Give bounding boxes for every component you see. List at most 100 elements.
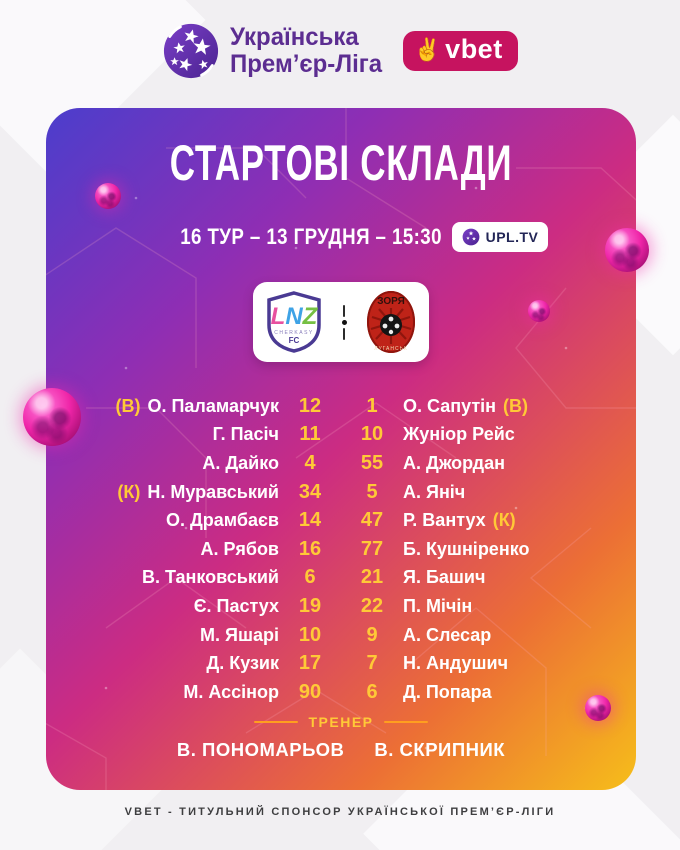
upltv-ball-icon: [462, 228, 479, 246]
away-player-name-text: Д. Попара: [403, 681, 492, 702]
home-player-number: 90: [298, 680, 322, 703]
player-row: М. Ассінор 90 6 Д. Попара: [46, 678, 636, 707]
home-player-name: (К) Н. Муравський: [46, 482, 279, 503]
away-player-number: 77: [360, 537, 384, 560]
away-coach-name: В. СКРИПНИК: [374, 738, 506, 760]
coach-dash-left: [254, 720, 299, 723]
away-player-number: 9: [366, 623, 378, 646]
home-player-name-text: О. Драмбаєв: [165, 510, 279, 531]
home-player-name-text: А. Дайко: [202, 452, 279, 473]
soccer-ball-decoration: [528, 300, 550, 322]
coach-dash-right: [383, 720, 428, 723]
home-player-name: М. Ассінор: [46, 682, 279, 703]
soccer-ball-decoration: [605, 228, 649, 272]
player-row: В. Танковський 6 21 Я. Башич: [46, 564, 636, 593]
away-player-name-text: А. Джордан: [403, 452, 505, 473]
home-player-name-text: М. Яшарі: [200, 624, 279, 645]
match-info-row: 16 ТУР – 13 ГРУДНЯ – 15:30 UPL.TV: [46, 222, 636, 252]
home-player-number: 19: [298, 594, 322, 617]
player-row: А. Рябов 16 77 Б. Кушніренко: [46, 535, 636, 564]
away-player-name: Р. Вантух (К): [403, 510, 636, 531]
away-player-name: П. Мічін: [403, 596, 636, 617]
vbet-logo-text: vbet: [445, 34, 503, 64]
player-row: О. Драмбаєв 14 47 Р. Вантух (К): [46, 506, 636, 535]
home-player-name: В. Танковський: [46, 567, 279, 588]
away-player-number: 21: [360, 566, 384, 589]
away-player-name: Жуніор Рейс: [403, 424, 636, 445]
victory-hand-icon: ✌: [413, 36, 442, 62]
away-player-name-text: А. Яніч: [403, 481, 466, 502]
home-player-name-text: О. Паламарчук: [147, 395, 279, 416]
home-player-name: (В) О. Паламарчук: [46, 396, 279, 417]
away-player-name-text: Жуніор Рейс: [403, 424, 515, 445]
home-player-name-text: В. Танковський: [141, 567, 279, 588]
match-info: 16 ТУР – 13 ГРУДНЯ – 15:30: [179, 224, 442, 249]
away-player-number: 1: [366, 394, 378, 417]
away-player-name-text: Я. Башич: [403, 567, 486, 588]
coach-label-row: ТРЕНЕР: [46, 714, 636, 730]
home-player-name-text: М. Ассінор: [183, 681, 279, 702]
away-player-number: 5: [366, 480, 378, 503]
home-team-logo: LNZ CHERKASY FC: [267, 291, 321, 353]
home-player-role-tag: (В): [115, 395, 141, 416]
league-name: Українська Прем’єр-Ліга: [230, 22, 383, 79]
away-team-logo: ЗОРЯ ЛУГАНСЬК: [367, 291, 415, 353]
away-player-number: 7: [366, 652, 378, 675]
away-player-name-text: Р. Вантух: [403, 510, 486, 531]
player-row: (К) Н. Муравський 34 5 А. Яніч: [46, 478, 636, 507]
away-player-name: Н. Андушич: [403, 653, 636, 674]
away-player-name: Я. Башич: [403, 567, 636, 588]
home-player-name-text: Н. Муравський: [147, 481, 279, 502]
player-row: Г. Пасіч 11 10 Жуніор Рейс: [46, 421, 636, 450]
coach-label: ТРЕНЕР: [308, 713, 374, 730]
home-player-number: 4: [304, 451, 316, 474]
home-player-number: 34: [298, 480, 322, 503]
player-row: (В) О. Паламарчук 12 1 О. Сапутін (В): [46, 392, 636, 421]
home-player-number: 12: [298, 394, 322, 417]
home-player-name: А. Рябов: [46, 539, 279, 560]
home-player-name-text: А. Рябов: [200, 538, 279, 559]
lineups-card: СТАРТОВІ СКЛАДИ 16 ТУР – 13 ГРУДНЯ – 15:…: [46, 108, 636, 790]
away-player-number: 10: [360, 423, 384, 446]
away-player-role-tag: (В): [503, 395, 529, 416]
player-row: М. Яшарі 10 9 А. Слесар: [46, 621, 636, 650]
away-player-name-text: П. Мічін: [403, 595, 473, 616]
home-player-name: Є. Пастух: [46, 596, 279, 617]
home-player-role-tag: (К): [117, 481, 141, 502]
home-player-name: Г. Пасіч: [46, 424, 279, 445]
svg-text:ЛУГАНСЬК: ЛУГАНСЬК: [374, 346, 408, 352]
svg-text:CHERKASY: CHERKASY: [274, 330, 314, 336]
away-player-name: О. Сапутін (В): [403, 396, 636, 417]
broadcaster-badge: UPL.TV: [451, 222, 549, 252]
home-player-name: О. Драмбаєв: [46, 510, 279, 531]
away-player-name-text: А. Слесар: [403, 624, 492, 645]
away-player-number: 6: [366, 680, 378, 703]
player-row: Є. Пастух 19 22 П. Мічін: [46, 592, 636, 621]
svg-text:FC: FC: [289, 336, 300, 345]
league-name-line2: Прем’єр-Ліга: [230, 50, 383, 78]
home-player-number: 6: [304, 566, 316, 589]
away-player-name-text: Б. Кушніренко: [403, 538, 530, 559]
home-player-number: 16: [298, 537, 322, 560]
away-player-name: Б. Кушніренко: [403, 539, 636, 560]
vs-divider: [341, 304, 347, 340]
away-player-name: А. Слесар: [403, 625, 636, 646]
away-player-role-tag: (К): [492, 510, 516, 531]
away-player-name: Д. Попара: [403, 682, 636, 703]
home-player-number: 17: [298, 652, 322, 675]
home-player-name-text: Г. Пасіч: [212, 424, 279, 445]
away-player-name-text: Н. Андушич: [403, 653, 509, 674]
home-player-number: 10: [298, 623, 322, 646]
sponsor-footer-text: VBET - ТИТУЛЬНИЙ СПОНСОР УКРАЇНСЬКОЇ ПРЕ…: [124, 806, 556, 818]
player-row: А. Дайко 4 55 А. Джордан: [46, 449, 636, 478]
home-player-number: 14: [298, 509, 322, 532]
home-player-name-text: Д. Кузик: [206, 653, 279, 674]
soccer-ball-decoration: [23, 388, 81, 446]
league-name-line1: Українська: [230, 22, 360, 51]
away-player-name-text: О. Сапутін: [403, 395, 497, 416]
away-player-number: 47: [360, 509, 384, 532]
lineup-table: (В) О. Паламарчук 12 1 О. Сапутін (В) Г. П…: [46, 392, 636, 707]
player-row: Д. Кузик 17 7 Н. Андушич: [46, 649, 636, 678]
away-player-number: 22: [360, 594, 384, 617]
